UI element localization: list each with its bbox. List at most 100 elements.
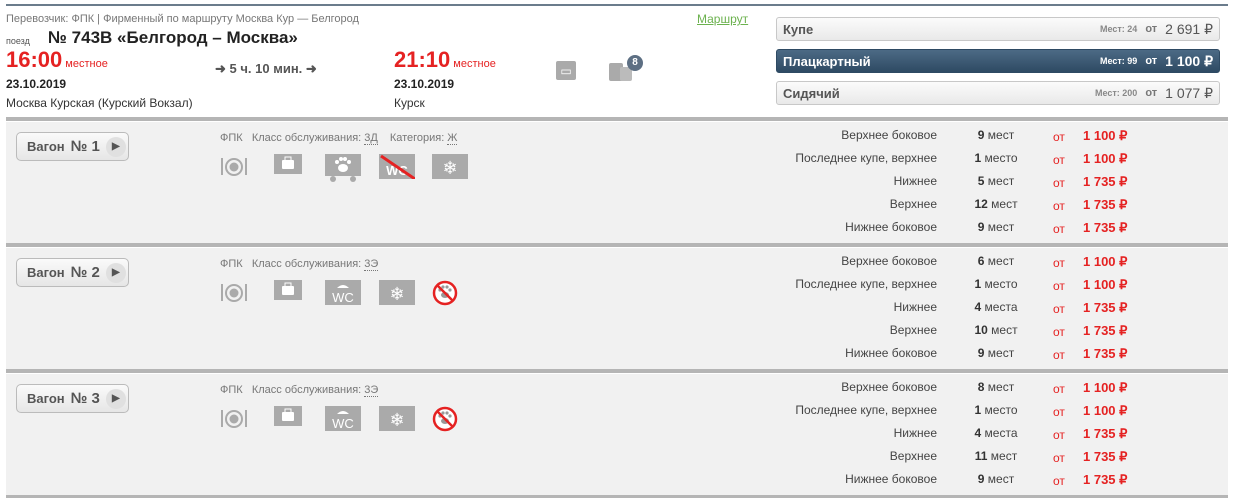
seat-row[interactable]: Нижнее 5 мест от 1 735 ₽: [6, 174, 1228, 197]
luggage-icon: ▭: [556, 61, 576, 80]
seat-type: Нижнее: [893, 300, 937, 314]
seat-count-value: 9: [977, 346, 985, 360]
arrow-right-icon: ➜: [215, 61, 226, 76]
seat-price: 1 735 ₽: [1083, 346, 1128, 361]
category-value[interactable]: Ж: [447, 132, 458, 145]
seat-count-value: 8: [977, 380, 985, 394]
food-icon: [220, 280, 248, 305]
car-button[interactable]: Вагон № 2 ▶: [16, 258, 129, 287]
service-label: Класс обслуживания:: [251, 258, 362, 270]
departure-station: Москва Курская (Курский Вокзал): [6, 96, 193, 110]
arrival-time: 21:10 местное: [394, 47, 496, 73]
price-from: от: [1053, 428, 1065, 442]
seat-count-unit: мест: [991, 197, 1018, 211]
car-number: № 2: [70, 264, 100, 281]
luggage-icon: [274, 154, 302, 179]
seat-count-value: 6: [977, 254, 985, 268]
car-section: Вагон № 1 ▶ ФПК Класс обслуживания: 3Д Катег…: [6, 122, 1228, 244]
seat-price: 1 100 ₽: [1083, 277, 1128, 292]
class-price: 1 077 ₽: [1165, 84, 1213, 101]
class-name: Сидячий: [783, 85, 840, 101]
service-class[interactable]: 3Э: [364, 384, 379, 397]
price-from: от: [1053, 256, 1065, 270]
seat-row[interactable]: Верхнее боковое 6 мест от 1 100 ₽: [6, 254, 1228, 277]
car-info: ФПК Класс обслуживания: 3Д Категория: Ж: [220, 132, 469, 145]
seat-row[interactable]: Последнее купе, верхнее 1 место от 1 100 ₽: [6, 403, 1228, 426]
seat-row[interactable]: Верхнее 10 мест от 1 735 ₽: [6, 323, 1228, 346]
seat-row[interactable]: Нижнее боковое 9 мест от 1 735 ₽: [6, 346, 1228, 369]
seat-price: 1 735 ₽: [1083, 220, 1128, 235]
seat-row[interactable]: Нижнее 4 места от 1 735 ₽: [6, 300, 1228, 323]
seat-count: 9 мест: [961, 220, 1031, 234]
price-from: от: [1053, 176, 1065, 190]
seat-count-value: 4: [974, 426, 982, 440]
class-sidyachiy[interactable]: Сидячий Мест: 200 от 1 077 ₽: [776, 81, 1220, 105]
food-icon: [220, 154, 248, 179]
svg-text:WC: WC: [332, 290, 354, 305]
luggage-icon: [274, 406, 302, 431]
class-platskart[interactable]: Плацкартный Мест: 99 от 1 100 ₽: [776, 49, 1220, 73]
seat-price: 1 735 ₽: [1083, 449, 1128, 464]
service-label: Класс обслуживания:: [251, 384, 362, 396]
seat-type: Верхнее боковое: [841, 380, 937, 394]
no-wc-icon: WC: [379, 154, 416, 181]
seat-count-value: 11: [974, 449, 988, 463]
car-number: № 1: [70, 138, 100, 155]
duration-value: 5 ч. 10 мин.: [229, 61, 303, 76]
seat-count: 12 мест: [961, 197, 1031, 211]
departure-tz: местное: [65, 58, 108, 70]
seat-count-unit: место: [984, 151, 1018, 165]
price-from: от: [1053, 302, 1065, 316]
seat-count: 9 мест: [961, 128, 1031, 142]
seat-count-unit: мест: [987, 380, 1015, 394]
seat-row[interactable]: Верхнее боковое 8 мест от 1 100 ₽: [6, 380, 1228, 403]
service-class[interactable]: 3Э: [364, 258, 379, 271]
duration: ➜ 5 ч. 10 мин. ➜: [215, 61, 317, 77]
no-pets-icon: [432, 280, 458, 306]
train-header: Перевозчик: ФПК | Фирменный по маршруту …: [6, 6, 1228, 117]
seat-count: 6 мест: [961, 254, 1031, 268]
seat-count-value: 4: [974, 300, 982, 314]
play-arrow-icon: ▶: [105, 388, 126, 409]
departure-time-value: 16:00: [6, 47, 63, 72]
seat-row[interactable]: Последнее купе, верхнее 1 место от 1 100 ₽: [6, 277, 1228, 300]
class-name: Купе: [783, 21, 814, 37]
class-price: 2 691 ₽: [1165, 20, 1213, 37]
arrival-tz: местное: [453, 58, 496, 70]
seat-count-unit: место: [984, 403, 1018, 417]
seat-row[interactable]: Нижнее боковое 9 мест от 1 735 ₽: [6, 220, 1228, 243]
car-divider: [6, 369, 1228, 373]
seat-price: 1 100 ₽: [1083, 128, 1128, 143]
route-link[interactable]: Маршрут: [697, 12, 749, 26]
seat-count-value: 5: [977, 174, 985, 188]
service-label: Класс обслуживания:: [251, 132, 362, 144]
seat-count-unit: место: [984, 277, 1018, 291]
seat-row[interactable]: Верхнее 11 мест от 1 735 ₽: [6, 449, 1228, 472]
seat-count-value: 10: [974, 323, 988, 337]
car-carrier: ФПК: [220, 384, 243, 396]
car-section: Вагон № 2 ▶ ФПК Класс обслуживания: 3Э WC ❄ …: [6, 248, 1228, 370]
seat-count-value: 12: [974, 197, 988, 211]
seat-type: Нижнее боковое: [845, 220, 937, 234]
seat-count: 1 место: [961, 403, 1031, 417]
luggage-icon: [274, 280, 302, 305]
car-divider: [6, 495, 1228, 498]
seat-count: 9 мест: [961, 472, 1031, 486]
air-conditioning-icon: ❄: [379, 406, 415, 431]
svg-text:❄: ❄: [389, 410, 404, 431]
seat-row[interactable]: Верхнее 12 мест от 1 735 ₽: [6, 197, 1228, 220]
car-label: Вагон: [27, 265, 65, 280]
class-kupe[interactable]: Купе Мест: 24 от 2 691 ₽: [776, 17, 1220, 41]
price-from: от: [1053, 382, 1065, 396]
seat-count: 1 место: [961, 277, 1031, 291]
seat-row[interactable]: Верхнее боковое 9 мест от 1 100 ₽: [6, 128, 1228, 151]
car-button[interactable]: Вагон № 3 ▶: [16, 384, 129, 413]
seat-row[interactable]: Последнее купе, верхнее 1 место от 1 100 ₽: [6, 151, 1228, 174]
seat-row[interactable]: Нижнее боковое 9 мест от 1 735 ₽: [6, 472, 1228, 495]
seat-count-unit: мест: [991, 323, 1018, 337]
service-class[interactable]: 3Д: [364, 132, 378, 145]
seat-row[interactable]: Нижнее 4 места от 1 735 ₽: [6, 426, 1228, 449]
car-button[interactable]: Вагон № 1 ▶: [16, 132, 129, 161]
pets-allowed-icon: [325, 154, 361, 182]
carrier-info: Перевозчик: ФПК | Фирменный по маршруту …: [6, 13, 359, 25]
